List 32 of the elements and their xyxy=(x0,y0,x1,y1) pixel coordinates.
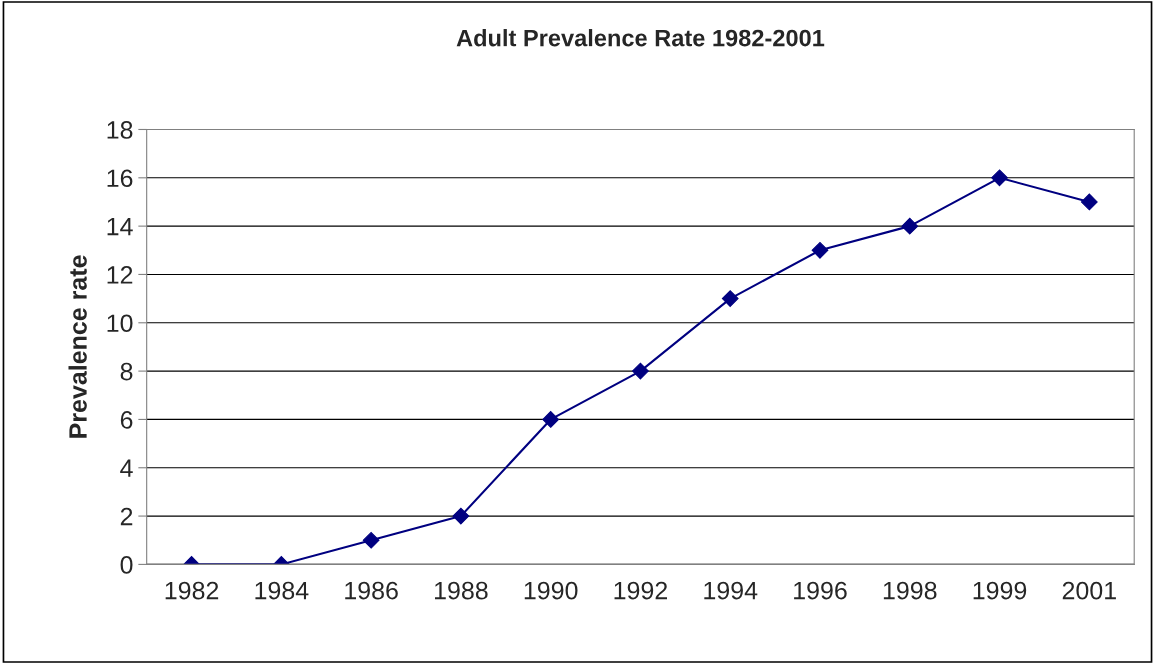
point xyxy=(452,507,470,525)
point xyxy=(1080,193,1098,211)
y-tick-label: 12 xyxy=(107,266,133,284)
x-tick-label: 1994 xyxy=(704,581,758,600)
x-tick-label: 1992 xyxy=(614,581,667,600)
chart-title: Adult Prevalence Rate 1982-2001 xyxy=(456,29,825,47)
y-tick-label: 4 xyxy=(120,459,133,477)
point xyxy=(991,169,1008,187)
y-axis-title: Prevalence rate xyxy=(68,255,87,438)
point xyxy=(901,217,919,235)
point xyxy=(542,411,560,428)
x-tick-label: 1986 xyxy=(345,581,398,600)
x-tick-label: 1990 xyxy=(524,581,578,600)
x-tick-label: 1998 xyxy=(883,581,937,600)
x-tick-label: 1988 xyxy=(435,581,488,600)
y-tick-label: 18 xyxy=(107,121,133,139)
x-tick-label: 2001 xyxy=(1062,581,1116,600)
point xyxy=(362,531,380,549)
y-tick-label: 6 xyxy=(120,411,133,429)
x-tick-label: 1996 xyxy=(794,581,847,600)
y-tick-label: 14 xyxy=(107,217,133,236)
point xyxy=(632,362,649,380)
x-tick-label: 1984 xyxy=(255,581,309,600)
x-tick-label: 1999 xyxy=(973,581,1027,600)
y-tick-label: 8 xyxy=(120,362,133,381)
x-tick-label: 1982 xyxy=(165,581,219,600)
y-tick-label: 10 xyxy=(107,314,133,333)
point xyxy=(721,290,739,307)
y-tick-label: 2 xyxy=(120,507,133,526)
y-tick-label: 16 xyxy=(107,169,133,188)
point xyxy=(811,241,829,259)
y-tick-label: 0 xyxy=(120,556,133,574)
